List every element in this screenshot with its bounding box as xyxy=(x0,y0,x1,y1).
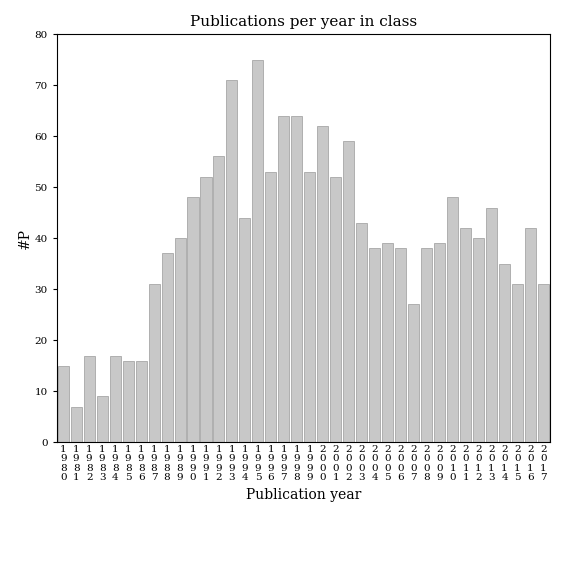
Bar xyxy=(473,238,484,442)
Bar xyxy=(369,248,380,442)
Bar xyxy=(291,116,302,442)
Bar xyxy=(239,218,251,442)
Bar xyxy=(149,284,159,442)
Bar xyxy=(382,243,393,442)
Bar xyxy=(421,248,432,442)
Y-axis label: #P: #P xyxy=(18,227,32,249)
Bar xyxy=(486,208,497,442)
X-axis label: Publication year: Publication year xyxy=(246,488,361,502)
Bar xyxy=(96,396,108,442)
Bar xyxy=(538,284,549,442)
Bar xyxy=(318,126,328,442)
Bar xyxy=(395,248,406,442)
Bar xyxy=(201,177,211,442)
Bar xyxy=(226,80,238,442)
Title: Publications per year in class: Publications per year in class xyxy=(190,15,417,29)
Bar xyxy=(278,116,289,442)
Bar xyxy=(512,284,523,442)
Bar xyxy=(265,172,276,442)
Bar xyxy=(175,238,185,442)
Bar xyxy=(109,356,121,442)
Bar xyxy=(252,60,264,442)
Bar xyxy=(447,197,458,442)
Bar xyxy=(304,172,315,442)
Bar xyxy=(58,366,69,442)
Bar xyxy=(122,361,134,442)
Bar xyxy=(213,156,225,442)
Bar xyxy=(84,356,95,442)
Bar xyxy=(71,407,82,442)
Bar xyxy=(525,228,536,442)
Bar xyxy=(188,197,198,442)
Bar xyxy=(460,228,471,442)
Bar xyxy=(499,264,510,442)
Bar xyxy=(356,223,367,442)
Bar xyxy=(162,253,172,442)
Bar xyxy=(434,243,445,442)
Bar xyxy=(136,361,147,442)
Bar xyxy=(331,177,341,442)
Bar xyxy=(408,304,419,442)
Bar xyxy=(343,141,354,442)
